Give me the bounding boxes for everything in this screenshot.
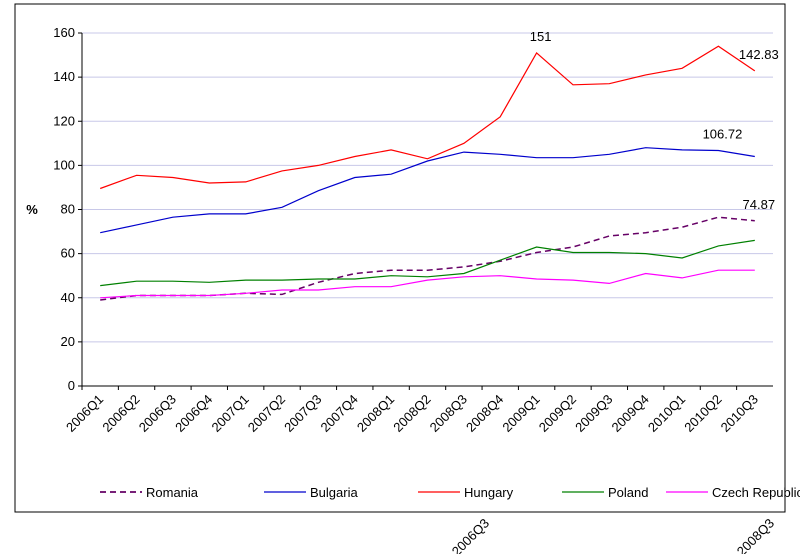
data-label: 151 <box>530 29 552 44</box>
y-tick-label: 120 <box>53 113 75 128</box>
y-tick-label: 80 <box>61 202 75 217</box>
y-tick-label: 0 <box>68 378 75 393</box>
legend-label: Hungary <box>464 485 514 500</box>
series-line <box>99 45 756 190</box>
data-label: 74.87 <box>743 197 776 212</box>
y-tick-label: 140 <box>53 69 75 84</box>
legend-label: Czech Republic <box>712 485 800 500</box>
y-tick-label: 40 <box>61 290 75 305</box>
y-axis-label: % <box>26 202 38 217</box>
data-label: 142.83 <box>739 47 779 62</box>
extra-label: 2008Q3 <box>734 516 777 554</box>
chart-frame <box>14 3 786 513</box>
series-line <box>100 147 755 234</box>
extra-label: 2006Q3 <box>449 516 492 554</box>
series-line <box>100 269 755 299</box>
legend-label: Bulgaria <box>310 485 358 500</box>
data-label: 106.72 <box>703 127 743 142</box>
y-tick-label: 60 <box>61 246 75 261</box>
y-tick-label: 160 <box>53 25 75 40</box>
legend-label: Romania <box>146 485 199 500</box>
legend-label: Poland <box>608 485 648 500</box>
series-line <box>100 216 755 301</box>
y-tick-label: 20 <box>61 334 75 349</box>
series-line <box>100 239 755 287</box>
y-tick-label: 100 <box>53 157 75 172</box>
